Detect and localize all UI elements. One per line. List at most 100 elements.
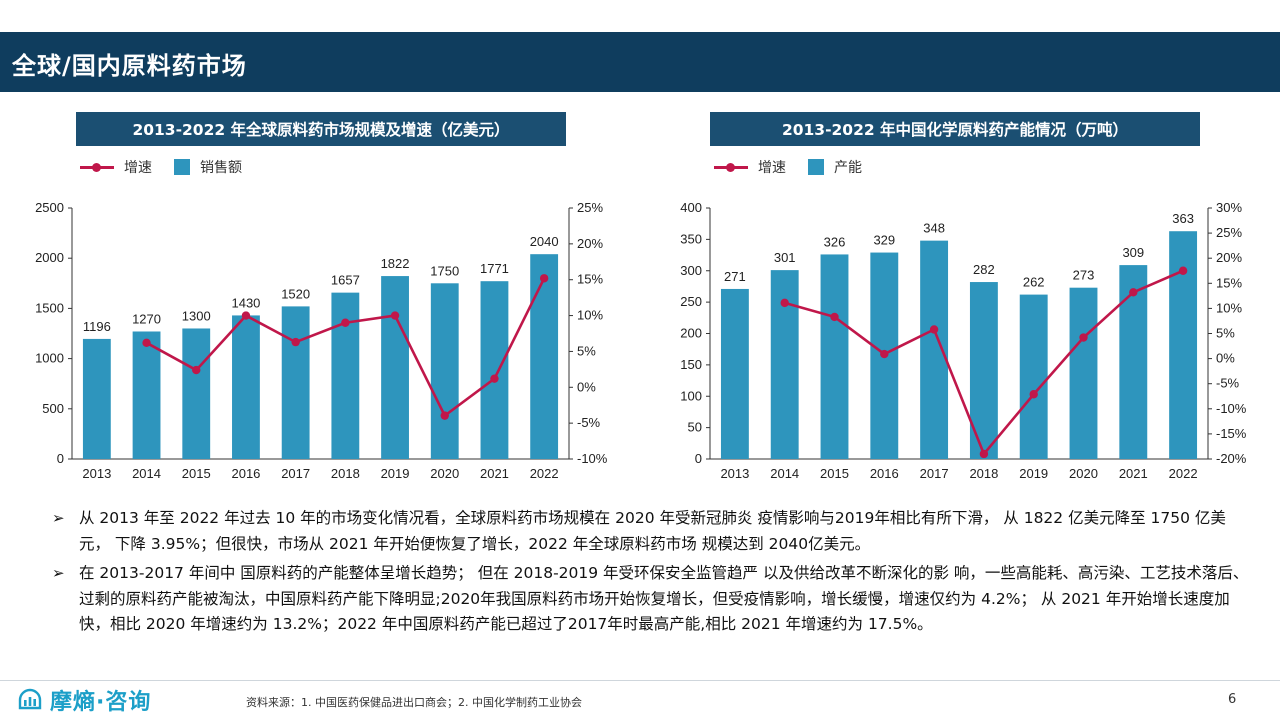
growth-point [979,449,989,459]
x-tick-label: 2018 [331,466,360,481]
bar [1169,231,1198,459]
bar-value-label: 1771 [480,261,509,276]
y-right-tick-label: -10% [1216,401,1247,416]
bar-value-label: 1520 [281,286,310,301]
y-left-tick-label: 350 [680,231,702,246]
bar [82,338,111,459]
legend-label-growth: 增速 [124,160,152,176]
growth-point [830,312,839,322]
x-tick-label: 2022 [1169,466,1198,481]
bar [720,288,749,459]
x-tick-label: 2022 [530,466,559,481]
arrow-bullet-icon: ➢ [52,509,65,527]
bar-value-label: 2040 [530,234,559,249]
bar [820,254,849,459]
legend-item-growth: 增速 [714,157,786,177]
bar [920,240,949,459]
bar-value-label: 309 [1122,245,1144,260]
right-chart-title: 2013-2022 年中国化学原料药产能情况（万吨） [710,112,1200,146]
bar [480,281,509,459]
bar [182,328,211,459]
global-api-market-chart: 0 500 1000 1500 2000 2500 -10% -5% 0% 5% 10% 15% 20%… [35,200,608,481]
bar-value-label: 1822 [381,256,410,271]
footer-divider [0,680,1280,681]
bar-swatch-icon [174,159,190,175]
bar-value-label: 1300 [182,308,211,323]
growth-point [929,325,939,334]
x-tick-label: 2017 [281,466,310,481]
legend-item-capacity: 产能 [808,157,862,177]
bullet-item: ➢ 从 2013 年至 2022 年过去 10 年的市场变化情况看，全球原料药市… [52,506,1252,557]
x-tick-label: 2016 [231,466,260,481]
y-right-tick-label: 15% [577,272,603,287]
growth-point [1079,333,1088,342]
y-left-tick-label: 150 [680,357,702,372]
y-left-tick-label: 50 [688,420,702,435]
x-tick-label: 2014 [132,466,161,481]
growth-point [291,337,300,347]
x-tick-label: 2016 [870,466,899,481]
y-right-tick-label: -15% [1216,426,1247,441]
bar [232,315,260,459]
bar-value-label: 273 [1073,268,1095,283]
y-left-tick-label: 100 [680,388,702,403]
line-marker-icon [80,162,114,172]
page-number: 6 [1228,692,1237,707]
legend-item-sales: 销售额 [174,157,242,177]
y-right-tick-label: 20% [577,236,603,251]
growth-point [490,374,499,383]
bar-value-label: 1196 [83,319,111,334]
bar [1119,265,1148,459]
growth-point [780,298,789,308]
x-tick-label: 2015 [182,466,211,481]
source-note: 资料来源：1. 中国医药保健品进出口商会；2. 中国化学制药工业协会 [246,696,582,709]
x-tick-label: 2020 [1069,466,1098,481]
title-bar: 全球/国内原料药市场 [0,32,1280,92]
legend-label-sales: 销售额 [200,160,242,176]
bar [132,331,161,459]
page-title: 全球/国内原料药市场 [12,52,247,80]
x-tick-label: 2019 [1019,466,1048,481]
bar [1069,287,1098,459]
bar-swatch-icon [808,159,824,175]
legend-item-growth: 增速 [80,157,152,177]
y-right-tick-label: 10% [577,308,603,323]
y-left-tick-label: 500 [42,401,64,416]
y-right-tick-label: 15% [1216,275,1242,290]
y-left-tick-label: 1500 [35,300,64,315]
growth-point [539,274,549,283]
y-right-tick-label: 25% [577,200,603,215]
x-tick-label: 2019 [381,466,410,481]
brand-name: 摩熵·咨询 [50,690,152,715]
bar-value-label: 1657 [331,273,360,288]
bullet-item: ➢ 在 2013-2017 年间中 国原料药的产能整体呈增长趋势； 但在 201… [52,561,1252,638]
x-tick-label: 2018 [969,466,998,481]
growth-point [880,349,889,359]
growth-point [1129,288,1138,297]
y-right-tick-label: 20% [1216,250,1242,265]
left-chart-legend: 增速 销售额 [80,157,264,177]
x-tick-label: 2013 [82,466,111,481]
legend-label-growth: 增速 [758,160,786,176]
y-left-tick-label: 400 [680,200,702,215]
x-tick-label: 2021 [480,466,509,481]
bar-value-label: 282 [973,262,995,277]
growth-point [192,365,201,375]
x-tick-label: 2017 [920,466,949,481]
bar-value-label: 262 [1023,275,1045,290]
y-left-tick-label: 250 [680,294,702,309]
left-chart-title: 2013-2022 年全球原料药市场规模及增速（亿美元） [76,112,566,146]
bar [530,254,559,459]
bar [430,283,459,459]
x-tick-label: 2015 [820,466,849,481]
bar [1019,294,1048,459]
y-left-tick-label: 300 [680,263,702,278]
y-right-tick-label: 25% [1216,225,1242,240]
y-left-tick-label: 0 [57,451,64,466]
brand-logo: 摩熵·咨询 [16,684,151,716]
growth-point [341,318,350,327]
y-right-tick-label: 10% [1216,300,1242,315]
y-left-tick-label: 1000 [35,351,64,366]
bar-value-label: 326 [824,234,846,249]
growth-point [142,338,151,348]
